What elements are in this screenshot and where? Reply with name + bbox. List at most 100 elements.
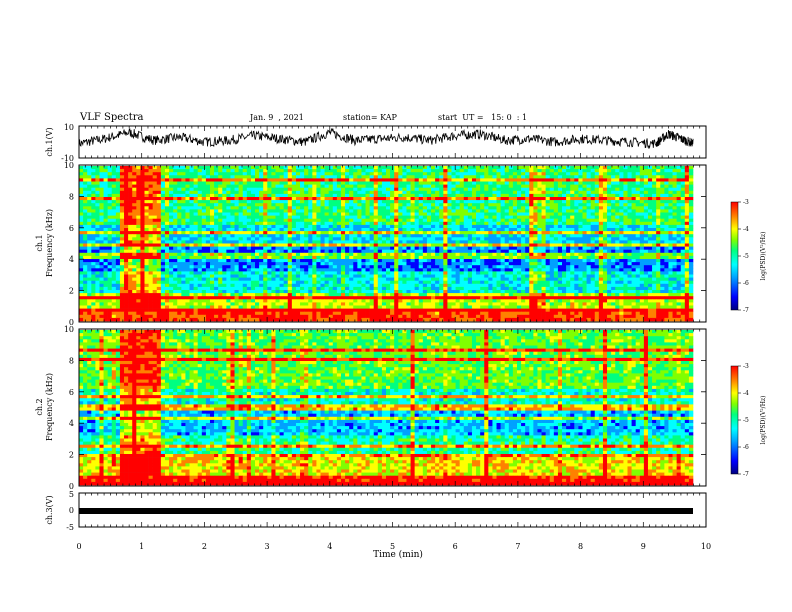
spectrogram-cell bbox=[140, 259, 145, 263]
spectrogram-cell bbox=[545, 209, 551, 213]
spectrogram-cell bbox=[467, 237, 473, 241]
spectrogram-cell bbox=[361, 221, 366, 226]
spectrogram-cell bbox=[132, 234, 137, 238]
spectrogram-cell bbox=[197, 237, 203, 241]
spectrogram-cell bbox=[521, 178, 526, 182]
spectrogram-cell bbox=[164, 175, 170, 179]
spectrogram-cell bbox=[578, 240, 583, 244]
spectrogram-cell bbox=[238, 252, 244, 257]
spectrogram-cell bbox=[103, 262, 108, 266]
spectrogram-cell bbox=[598, 166, 604, 170]
spectrogram-cell bbox=[381, 224, 387, 229]
spectrogram-cell bbox=[173, 209, 178, 213]
spectrogram-cell bbox=[500, 181, 505, 185]
spectrogram-cell bbox=[570, 259, 575, 263]
spectrogram-cell bbox=[316, 193, 321, 198]
spectrogram-cell bbox=[242, 240, 248, 244]
spectrogram-cell bbox=[79, 215, 84, 219]
spectrogram-cell bbox=[566, 215, 571, 219]
spectrogram-cell bbox=[402, 255, 407, 260]
spectrogram-cell bbox=[451, 184, 456, 188]
spectrogram-cell bbox=[332, 221, 338, 226]
spectrogram-cell bbox=[406, 255, 411, 260]
spectrogram-cell bbox=[537, 234, 542, 238]
spectrogram-cell bbox=[480, 200, 485, 204]
spectrogram-cell bbox=[308, 215, 313, 219]
spectrogram-cell bbox=[250, 166, 256, 170]
spectrogram-cell bbox=[639, 187, 645, 192]
spectrogram-cell bbox=[652, 221, 657, 226]
spectrogram-cell bbox=[402, 197, 407, 201]
spectrogram-cell bbox=[406, 178, 411, 182]
spectrogram-cell bbox=[287, 203, 293, 207]
spectrogram-cell bbox=[259, 175, 264, 179]
spectrogram-cell bbox=[602, 231, 608, 235]
spectrogram-cell bbox=[107, 200, 113, 204]
spectrogram-cell bbox=[205, 197, 211, 201]
spectrogram-cell bbox=[668, 169, 673, 173]
spectrogram-cell bbox=[639, 228, 645, 232]
spectrogram-cell bbox=[418, 172, 424, 176]
spectrogram-cell bbox=[557, 209, 563, 213]
spectrogram-cell bbox=[529, 252, 534, 257]
spectrogram-cell bbox=[230, 187, 235, 192]
spectrogram-cell bbox=[79, 178, 84, 182]
spectrogram-cell bbox=[279, 203, 284, 207]
spectrogram-cell bbox=[443, 181, 448, 185]
spectrogram-cell bbox=[128, 190, 133, 195]
spectrogram-cell bbox=[533, 175, 538, 179]
spectrogram-cell bbox=[222, 255, 227, 260]
spectrogram-cell bbox=[148, 234, 153, 238]
spectrogram-cell bbox=[463, 243, 469, 247]
spectrogram-cell bbox=[455, 231, 460, 235]
spectrogram-cell bbox=[222, 252, 227, 257]
spectrogram-cell bbox=[582, 221, 587, 226]
spectrogram-cell bbox=[124, 228, 129, 232]
spectrogram-cell bbox=[169, 246, 174, 250]
spectrogram-cell bbox=[160, 243, 166, 247]
spectrogram-cell bbox=[365, 246, 370, 250]
spectrogram-cell bbox=[664, 243, 669, 247]
spectrogram-cell bbox=[324, 259, 329, 263]
spectrogram-cell bbox=[549, 190, 555, 195]
spectrogram-cell bbox=[476, 265, 481, 269]
spectrogram-cell bbox=[324, 265, 329, 269]
spectrogram-cell bbox=[455, 262, 460, 266]
spectrogram-cell bbox=[492, 190, 497, 195]
spectrogram-cell bbox=[525, 193, 530, 198]
spectrogram-cell bbox=[83, 231, 88, 235]
spectrogram-cell bbox=[111, 252, 117, 257]
spectrogram-cell bbox=[304, 224, 309, 229]
spectrogram-cell bbox=[177, 169, 182, 173]
spectrogram-cell bbox=[562, 228, 567, 232]
spectrogram-cell bbox=[99, 262, 104, 266]
spectrogram-cell bbox=[680, 172, 686, 176]
spectrogram-cell bbox=[496, 262, 501, 266]
spectrogram-cell bbox=[136, 255, 141, 260]
spectrogram-cell bbox=[124, 234, 129, 238]
spectrogram-cell bbox=[332, 169, 338, 173]
spectrogram-cell bbox=[590, 221, 596, 226]
spectrogram-cell bbox=[124, 237, 129, 241]
spectrogram-cell bbox=[164, 166, 170, 170]
spectrogram-cell bbox=[250, 252, 256, 257]
spectrogram-cell bbox=[263, 234, 268, 238]
spectrogram-cell bbox=[169, 184, 174, 188]
spectrogram-cell bbox=[418, 221, 424, 226]
spectrogram-cell bbox=[500, 218, 505, 223]
spectrogram-cell bbox=[250, 221, 256, 226]
spectrogram-cell bbox=[467, 231, 473, 235]
spectrogram-cell bbox=[627, 200, 632, 204]
spectrogram-cell bbox=[193, 259, 198, 263]
spectrogram-cell bbox=[136, 166, 141, 170]
spectrogram-cell bbox=[177, 215, 182, 219]
spectrogram-cell bbox=[631, 203, 636, 207]
spectrogram-cell bbox=[156, 255, 162, 260]
spectrogram-cell bbox=[570, 255, 575, 260]
spectrogram-cell bbox=[590, 209, 596, 213]
spectrogram-cell bbox=[574, 197, 579, 201]
spectrogram-cell bbox=[660, 200, 665, 204]
spectrogram-cell bbox=[582, 240, 587, 244]
spectrogram-cell bbox=[684, 190, 690, 195]
spectrogram-cell bbox=[533, 197, 538, 201]
